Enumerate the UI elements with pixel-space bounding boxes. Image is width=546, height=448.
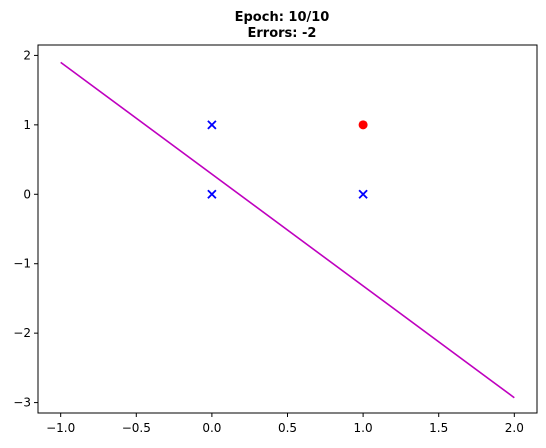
x-tick-label: 1.5 bbox=[429, 421, 448, 435]
x-tick-label: 0.5 bbox=[278, 421, 297, 435]
x-tick-label: 0.0 bbox=[202, 421, 221, 435]
y-tick-label: −2 bbox=[13, 326, 31, 340]
x-marker-stroke bbox=[207, 120, 217, 130]
chart-title-line-1: Epoch: 10/10 bbox=[235, 10, 330, 25]
x-tick-label: −1.0 bbox=[46, 421, 75, 435]
y-tick-label: 1 bbox=[23, 118, 31, 132]
chart-title-line-2: Errors: -2 bbox=[248, 26, 317, 41]
x-tick-label: 1.0 bbox=[354, 421, 373, 435]
axis-ticks: −1.0 −0.5 0.0 0.5 1.0 1.5 2.0 2 1 0 −1 −2 −3 bbox=[13, 48, 524, 435]
x-tick-label: −0.5 bbox=[122, 421, 151, 435]
y-tick-label: −3 bbox=[13, 396, 31, 410]
x-tick-label: 2.0 bbox=[505, 421, 524, 435]
x-marker-point bbox=[358, 189, 368, 199]
plot-area bbox=[37, 44, 538, 414]
decision-boundary-line bbox=[60, 61, 515, 399]
y-tick-label: −1 bbox=[13, 257, 31, 271]
x-marker-point bbox=[207, 189, 217, 199]
x-marker-stroke bbox=[207, 189, 217, 199]
circle-marker-point bbox=[358, 120, 368, 130]
x-marker-stroke bbox=[358, 189, 368, 199]
y-tick-label: 0 bbox=[23, 187, 31, 201]
y-tick-label: 2 bbox=[23, 48, 31, 62]
x-marker-point bbox=[207, 120, 217, 130]
